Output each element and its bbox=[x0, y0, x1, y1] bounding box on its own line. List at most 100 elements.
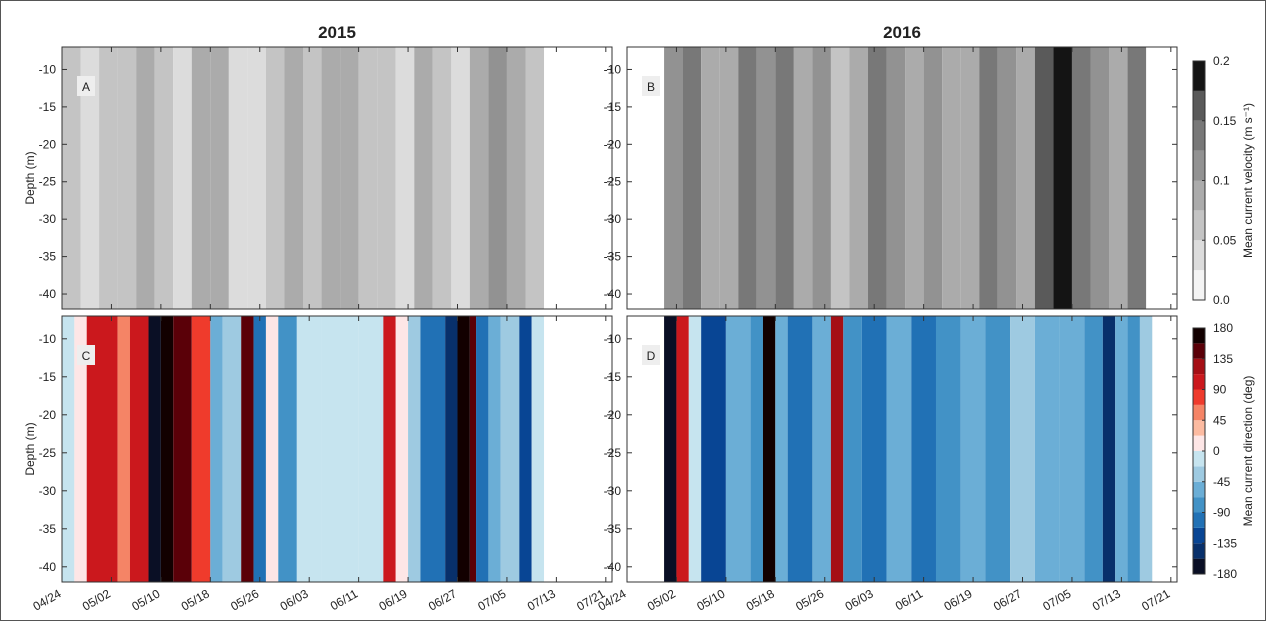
contour-band bbox=[756, 47, 776, 309]
y-tick-label: -25 bbox=[604, 175, 622, 189]
contour-band bbox=[830, 47, 850, 309]
axes-frame bbox=[61, 315, 613, 583]
contour-band bbox=[525, 47, 545, 309]
y-tick-label: -10 bbox=[604, 332, 622, 346]
colorbar-tick-label: 0.1 bbox=[1213, 174, 1230, 188]
contour-band bbox=[173, 47, 192, 309]
contour-band bbox=[414, 47, 433, 309]
contour-band bbox=[62, 316, 75, 582]
colorbar-tick-label: 0.05 bbox=[1213, 233, 1237, 247]
contour-band bbox=[531, 316, 545, 582]
contour-band bbox=[1059, 316, 1085, 582]
colorbar-swatch bbox=[1193, 543, 1205, 559]
colorbar-tick-label: 0.2 bbox=[1213, 54, 1230, 68]
contour-band bbox=[750, 316, 763, 582]
contour-band bbox=[506, 47, 526, 309]
contour-band bbox=[395, 47, 415, 309]
contour-band bbox=[284, 47, 304, 309]
colorbar-tick-label: -45 bbox=[1213, 475, 1231, 489]
contour-band bbox=[701, 316, 726, 582]
colorbar-swatch bbox=[1193, 180, 1205, 211]
colorbar-swatch bbox=[1193, 481, 1205, 498]
contour-band bbox=[210, 316, 223, 582]
contour-band bbox=[62, 47, 81, 309]
contour-band bbox=[74, 316, 87, 582]
contour-band bbox=[849, 47, 869, 309]
colorbar-swatch bbox=[1193, 210, 1205, 241]
contour-band bbox=[1115, 316, 1128, 582]
panel-label-box bbox=[642, 76, 660, 96]
contour-band bbox=[321, 316, 359, 582]
colorbar-swatch bbox=[1193, 435, 1205, 451]
contour-band bbox=[488, 316, 501, 582]
panel-label-box bbox=[642, 345, 660, 365]
colorbar-swatch bbox=[1193, 404, 1205, 421]
contour-band bbox=[812, 316, 831, 582]
y-tick-label: -15 bbox=[39, 100, 57, 114]
contour-band bbox=[1053, 47, 1072, 309]
contour-band bbox=[1109, 47, 1128, 309]
colorbar-swatch bbox=[1193, 120, 1205, 151]
contour-band bbox=[469, 47, 489, 309]
y-tick-label: -10 bbox=[39, 62, 57, 76]
contour-band bbox=[265, 316, 279, 582]
colorbar-swatch bbox=[1193, 512, 1205, 528]
contour-band bbox=[1090, 47, 1110, 309]
contour-band bbox=[688, 316, 702, 582]
axes-frame bbox=[626, 315, 1178, 583]
contour-band bbox=[296, 316, 322, 582]
contour-band bbox=[861, 316, 887, 582]
contour-band bbox=[469, 316, 477, 582]
contour-band bbox=[519, 316, 532, 582]
contour-band bbox=[979, 47, 998, 309]
contour-band bbox=[253, 316, 266, 582]
colorbar-swatch bbox=[1193, 358, 1205, 375]
contour-band bbox=[432, 47, 452, 309]
contour-band bbox=[868, 47, 887, 309]
contour-band bbox=[787, 316, 813, 582]
contour-band bbox=[942, 47, 961, 309]
colorbar-swatch bbox=[1193, 389, 1205, 405]
colorbar-tick-label: 90 bbox=[1213, 383, 1227, 397]
y-tick-label: -15 bbox=[604, 100, 622, 114]
contour-band bbox=[154, 47, 174, 309]
y-tick-label: -20 bbox=[604, 408, 622, 422]
panel-title: 2016 bbox=[883, 23, 921, 42]
colorbar-swatch bbox=[1193, 240, 1205, 271]
y-tick-label: -40 bbox=[604, 287, 622, 301]
y-tick-label: -35 bbox=[604, 250, 622, 264]
y-tick-label: -20 bbox=[604, 137, 622, 151]
contour-band bbox=[1034, 316, 1060, 582]
colorbar-swatch bbox=[1193, 270, 1205, 300]
contour-band bbox=[1010, 316, 1035, 582]
contour-band bbox=[905, 47, 924, 309]
contour-band bbox=[160, 316, 174, 582]
contour-band bbox=[923, 47, 943, 309]
contour-band bbox=[383, 316, 396, 582]
contour-band bbox=[985, 316, 1011, 582]
colorbar-swatch bbox=[1193, 558, 1205, 574]
contour-band bbox=[80, 47, 100, 309]
y-tick-label: -15 bbox=[604, 370, 622, 384]
contour-band bbox=[1084, 316, 1103, 582]
contour-band bbox=[843, 316, 862, 582]
contour-band bbox=[701, 47, 720, 309]
colorbar-swatch bbox=[1193, 90, 1205, 121]
colorbar-swatch bbox=[1193, 527, 1205, 544]
panel-label: B bbox=[647, 80, 655, 94]
colorbar-swatch bbox=[1193, 374, 1205, 390]
contour-band bbox=[117, 316, 130, 582]
contour-band bbox=[303, 47, 322, 309]
contour-band bbox=[476, 316, 489, 582]
y-tick-label: -40 bbox=[604, 560, 622, 574]
contour-band bbox=[1034, 47, 1054, 309]
colorbar-tick-label: 0 bbox=[1213, 444, 1220, 458]
contour-band bbox=[960, 47, 980, 309]
contour-band bbox=[321, 47, 341, 309]
panel-label-box bbox=[77, 76, 95, 96]
contour-band bbox=[265, 47, 285, 309]
y-tick-label: -35 bbox=[39, 522, 57, 536]
contour-band bbox=[117, 47, 137, 309]
colorbar-tick-label: 135 bbox=[1213, 352, 1233, 366]
